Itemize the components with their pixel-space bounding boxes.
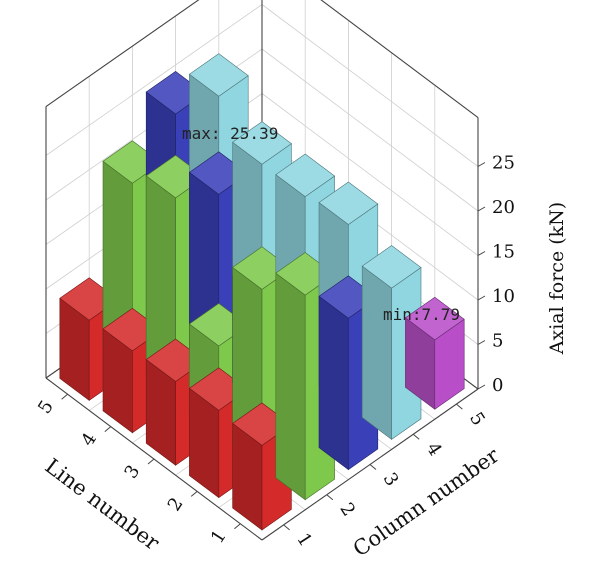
z-tick-label: 25 bbox=[492, 153, 515, 174]
frame-line bbox=[45, 0, 200, 108]
annotations: max: 25.39 min:7.79 bbox=[182, 124, 460, 324]
z-tick-label: 5 bbox=[492, 331, 503, 352]
y-tick-mark bbox=[326, 494, 334, 501]
z-tick-mark bbox=[477, 206, 486, 212]
frame-line bbox=[320, 0, 479, 118]
x-tick-mark bbox=[61, 393, 68, 400]
y-tick-mark bbox=[283, 524, 290, 531]
y-tick-label: 1 bbox=[292, 529, 316, 550]
x-axis-label: Line number bbox=[41, 454, 165, 556]
bar bbox=[404, 296, 465, 410]
x-tick-mark bbox=[234, 523, 241, 530]
z-tick-mark bbox=[477, 162, 486, 167]
y-tick-label: 3 bbox=[379, 469, 403, 490]
bar-left-face bbox=[318, 295, 349, 471]
y-tick-mark bbox=[369, 464, 377, 470]
bar-left-face bbox=[361, 265, 392, 440]
wall-grid-line bbox=[261, 48, 479, 212]
z-axis-label: Axial force (kN) bbox=[546, 202, 568, 355]
x-tick-label: 2 bbox=[164, 494, 188, 515]
z-tick-label: 0 bbox=[492, 375, 503, 396]
x-tick-label: 3 bbox=[120, 461, 144, 482]
z-tick-label: 10 bbox=[492, 286, 515, 307]
z-tick-label: 15 bbox=[492, 242, 515, 263]
bar-left-face bbox=[275, 272, 306, 501]
wall-grid-line bbox=[261, 4, 479, 167]
y-tick-label: 4 bbox=[422, 439, 446, 460]
z-tick-mark bbox=[477, 295, 486, 301]
x-tick-mark bbox=[190, 491, 198, 497]
annotation-label: max: 25.39 bbox=[182, 124, 278, 143]
bar-top-face bbox=[275, 153, 336, 197]
x-tick-mark bbox=[147, 458, 155, 465]
x-tick-label: 4 bbox=[77, 429, 101, 450]
y-tick-label: 2 bbox=[335, 499, 359, 520]
y-tick-mark bbox=[456, 403, 463, 410]
wall-grid-line bbox=[45, 4, 263, 156]
x-tick-mark bbox=[104, 426, 112, 432]
z-tick-label: 20 bbox=[492, 197, 515, 218]
bars bbox=[59, 53, 465, 531]
bar-top-face bbox=[404, 296, 465, 341]
z-tick-mark bbox=[477, 340, 486, 345]
wall-grid-line bbox=[261, 93, 479, 256]
bar-top-face bbox=[232, 121, 292, 165]
z-tick-mark bbox=[477, 251, 486, 256]
bar-top-face bbox=[361, 245, 422, 289]
y-tick-mark bbox=[412, 433, 420, 440]
x-tick-label: 5 bbox=[34, 397, 58, 418]
z-tick-mark bbox=[477, 384, 486, 390]
y-tick-label: 5 bbox=[465, 409, 489, 430]
annotation-label: min:7.79 bbox=[383, 305, 460, 324]
x-tick-label: 1 bbox=[207, 526, 231, 547]
back-right-pane bbox=[262, 0, 478, 389]
bar-top-face bbox=[188, 53, 249, 97]
bar-top-face bbox=[318, 181, 379, 225]
